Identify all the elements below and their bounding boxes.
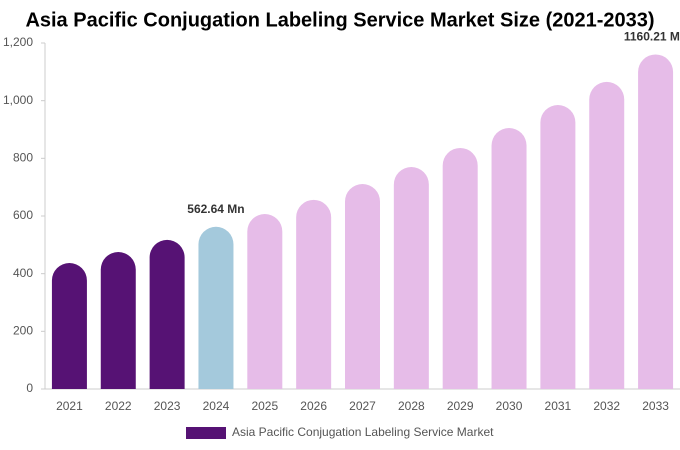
bar [296, 199, 332, 389]
x-tick-label: 2026 [300, 399, 327, 413]
x-tick-label: 2023 [154, 399, 181, 413]
bar [247, 213, 283, 389]
y-tick-label: 1,000 [3, 93, 33, 107]
x-tick-label: 2030 [496, 399, 523, 413]
y-tick-label: 1,200 [3, 35, 33, 49]
x-tick-label: 2021 [56, 399, 83, 413]
x-tick-label: 2033 [642, 399, 669, 413]
y-tick-label: 200 [13, 324, 33, 338]
bar [345, 183, 380, 389]
legend-swatch [186, 427, 226, 439]
bar [491, 128, 527, 389]
legend-label: Asia Pacific Conjugation Labeling Servic… [232, 425, 494, 439]
x-tick-label: 2025 [251, 399, 278, 413]
bar [589, 81, 625, 390]
x-tick-label: 2032 [593, 399, 620, 413]
bar [198, 226, 234, 389]
value-label: 562.64 Mn [187, 202, 244, 216]
value-label: 1160.21 Mn [624, 30, 680, 44]
bar [100, 252, 136, 389]
x-tick-label: 2024 [203, 399, 230, 413]
bar [393, 166, 429, 389]
bar [442, 147, 478, 389]
y-tick-label: 0 [26, 381, 33, 395]
bar [51, 263, 87, 389]
x-tick-label: 2029 [447, 399, 474, 413]
bar [638, 54, 674, 390]
bar [540, 104, 576, 389]
x-tick-label: 2031 [545, 399, 572, 413]
y-tick-label: 400 [13, 266, 33, 280]
x-tick-label: 2022 [105, 399, 132, 413]
x-tick-label: 2028 [398, 399, 425, 413]
y-tick-label: 800 [13, 151, 33, 165]
y-tick-label: 600 [13, 208, 33, 222]
x-tick-label: 2027 [349, 399, 376, 413]
chart-title: Asia Pacific Conjugation Labeling Servic… [25, 9, 654, 31]
bar [149, 239, 185, 389]
